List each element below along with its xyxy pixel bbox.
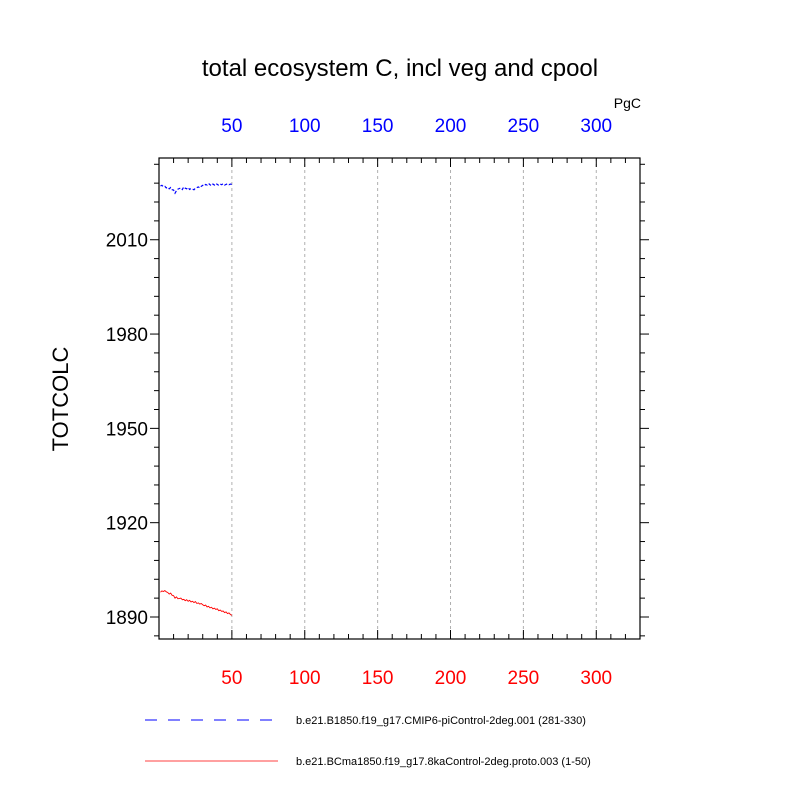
chart-title: total ecosystem C, incl veg and cpool [202,55,598,82]
plot-frame [158,157,641,640]
y-axis-label: TOTCOLC [48,347,73,452]
axis-ticks [150,158,649,639]
y-tick-label: 1950 [106,419,148,440]
x-tick-label-bottom: 150 [362,668,394,689]
x-tick-label-top: 100 [289,116,321,137]
x-tick-label-bottom: 50 [221,668,242,689]
x-tick-label-top: 250 [508,116,540,137]
grid-lines [231,158,597,639]
x-tick-label-top: 300 [580,116,612,137]
x-tick-label-bottom: 100 [289,668,321,689]
y-tick-label: 1920 [106,514,148,535]
legend-label-1: b.e21.B1850.f19_g17.CMIP6-piControl-2deg… [296,715,586,727]
x-tick-label-bottom: 250 [508,668,540,689]
y-tick-label: 2010 [106,231,148,252]
legend: b.e21.B1850.f19_g17.CMIP6-piControl-2deg… [145,715,591,768]
y-tick-label: 1980 [106,325,148,346]
series-line-2 [160,590,233,616]
x-tick-label-bottom: 200 [435,668,467,689]
series-layer [160,182,233,616]
series-line-1 [160,182,233,195]
tick-labels: 50 50 100 100 150 150 200 200 250 250 300 300 1890 19… [106,116,612,689]
units-label: PgC [614,95,641,111]
y-tick-label: 1890 [106,608,148,629]
x-tick-label-top: 50 [221,116,242,137]
x-tick-label-top: 200 [435,116,467,137]
x-tick-label-top: 150 [362,116,394,137]
x-tick-label-bottom: 300 [580,668,612,689]
legend-label-2: b.e21.BCma1850.f19_g17.8kaControl-2deg.p… [296,756,591,768]
